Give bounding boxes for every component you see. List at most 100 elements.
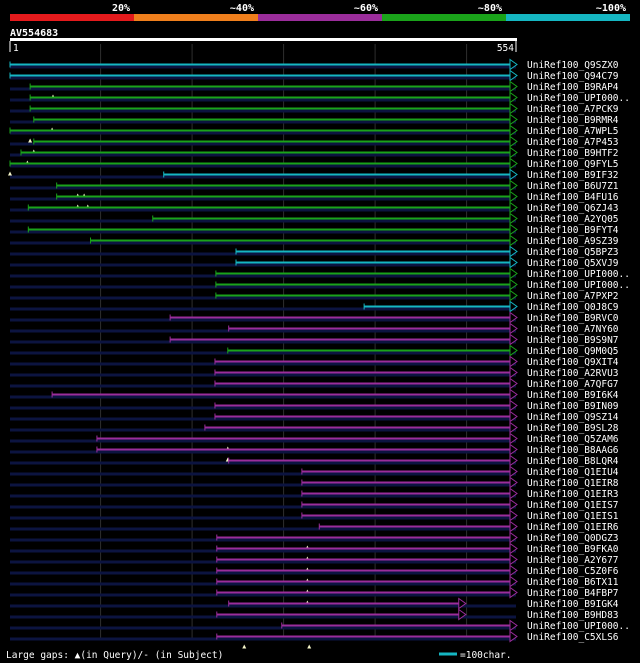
hit-label: UniRef100_Q5ZAM6 bbox=[527, 434, 619, 445]
hit-end-arrow bbox=[509, 564, 518, 577]
hit-label: UniRef100_UPI000.. bbox=[527, 269, 630, 280]
hit-label: UniRef100_B9HD83 bbox=[527, 610, 619, 621]
hit-label: UniRef100_B4FBP7 bbox=[527, 588, 619, 599]
hit-end-arrow bbox=[509, 179, 518, 192]
hit-end-arrow bbox=[509, 113, 518, 126]
hit-row: UniRef100_A2RVU3 bbox=[10, 366, 619, 379]
hit-end-arrow bbox=[509, 344, 518, 357]
hit-end-arrow bbox=[509, 520, 518, 533]
hit-end-arrow bbox=[509, 630, 518, 643]
hit-row: UniRef100_A2YQ05 bbox=[10, 212, 619, 225]
hit-label: UniRef100_A2YQ05 bbox=[527, 214, 619, 225]
hit-row: UniRef100_B9HTF2 bbox=[10, 146, 619, 165]
hit-row: UniRef100_B9IGK4 bbox=[10, 597, 619, 610]
hit-label: UniRef100_C5XLS6 bbox=[527, 632, 619, 643]
hit-row: UniRef100_Q9M0Q5 bbox=[10, 344, 619, 357]
hit-row: UniRef100_C5XLS6 bbox=[10, 630, 619, 649]
hit-label: UniRef100_B9RMR4 bbox=[527, 115, 619, 126]
hit-row: UniRef100_B6TX11 bbox=[10, 575, 619, 594]
hit-end-arrow bbox=[509, 454, 518, 467]
scale-segment-1 bbox=[10, 14, 134, 21]
hit-row: UniRef100_UPI000.. bbox=[10, 278, 630, 291]
hit-row: UniRef100_Q9SZ14 bbox=[10, 410, 619, 423]
scale-label-5: ~100% bbox=[596, 3, 626, 14]
hit-end-arrow bbox=[509, 289, 518, 302]
hit-row: UniRef100_Q1EIU4 bbox=[10, 465, 619, 478]
hit-row: UniRef100_A7P453 bbox=[10, 135, 619, 154]
hit-end-arrow bbox=[509, 124, 518, 137]
hit-end-arrow bbox=[509, 531, 518, 544]
hit-label: UniRef100_Q1EIR6 bbox=[527, 522, 619, 533]
scale-label-1: 20% bbox=[112, 3, 130, 14]
hit-label: UniRef100_B9IGK4 bbox=[527, 599, 619, 610]
hit-label: UniRef100_Q1EIU4 bbox=[527, 467, 619, 478]
hit-end-arrow bbox=[509, 322, 518, 335]
hit-end-arrow bbox=[509, 421, 518, 434]
hit-label: UniRef100_Q5XVJ9 bbox=[527, 258, 619, 269]
hit-row: UniRef100_A2Y677 bbox=[10, 553, 619, 572]
hit-end-arrow bbox=[458, 597, 467, 610]
hit-label: UniRef100_B9FYT4 bbox=[527, 225, 619, 236]
hit-row: UniRef100_B9FYT4 bbox=[10, 223, 619, 236]
hit-row: UniRef100_UPI000.. bbox=[10, 91, 630, 104]
hit-label: UniRef100_A7QFG7 bbox=[527, 379, 619, 390]
scale-label-2: ~40% bbox=[230, 3, 254, 14]
hit-label: UniRef100_B9HTF2 bbox=[527, 148, 619, 159]
hit-row: UniRef100_Q1EIS1 bbox=[10, 509, 619, 522]
hit-end-arrow bbox=[509, 311, 518, 324]
hit-row: UniRef100_A7PCK9 bbox=[10, 102, 619, 115]
scale-segment-3 bbox=[258, 14, 382, 21]
hit-end-arrow bbox=[509, 355, 518, 368]
hit-end-arrow bbox=[509, 102, 518, 115]
hit-end-arrow bbox=[509, 333, 518, 346]
hit-row: UniRef100_Q94C79 bbox=[9, 69, 619, 82]
scale-label-4: ~80% bbox=[478, 3, 502, 14]
hit-row: UniRef100_A7WPL5 bbox=[9, 124, 619, 143]
hit-label: UniRef100_Q9M0Q5 bbox=[527, 346, 619, 357]
hit-label: UniRef100_A9SZ39 bbox=[527, 236, 619, 247]
query-id: AV554683 bbox=[10, 28, 58, 39]
hit-row: UniRef100_A7PXP2 bbox=[10, 289, 619, 302]
hit-end-arrow bbox=[509, 366, 518, 379]
hit-end-arrow bbox=[509, 498, 518, 511]
hit-label: UniRef100_Q1EIS7 bbox=[527, 500, 619, 511]
hit-end-arrow bbox=[509, 278, 518, 291]
scale-segment-5 bbox=[506, 14, 630, 21]
gap-marker bbox=[307, 644, 312, 649]
gap-marker bbox=[242, 644, 247, 649]
hit-row: UniRef100_Q9SZX0 bbox=[9, 58, 619, 71]
hit-row: UniRef100_Q0DGZ3 bbox=[10, 531, 619, 550]
hit-end-arrow bbox=[509, 586, 518, 599]
hit-row: UniRef100_Q1EIR3 bbox=[10, 487, 619, 500]
hit-label: UniRef100_Q9SZX0 bbox=[527, 60, 619, 71]
hit-row: UniRef100_Q0J8C9 bbox=[10, 300, 619, 313]
hit-row: UniRef100_Q9XIT4 bbox=[10, 355, 619, 368]
hit-row: UniRef100_B9FKA0 bbox=[10, 542, 619, 561]
hit-end-arrow bbox=[509, 234, 518, 247]
hit-end-arrow bbox=[509, 399, 518, 412]
hit-row: UniRef100_B4FBP7 bbox=[10, 586, 619, 605]
hit-row: UniRef100_B9S9N7 bbox=[10, 333, 619, 346]
hit-label: UniRef100_B8AAG6 bbox=[527, 445, 619, 456]
query-bar bbox=[10, 38, 517, 41]
hit-label: UniRef100_Q0DGZ3 bbox=[527, 533, 619, 544]
hit-label: UniRef100_B6U7Z1 bbox=[527, 181, 619, 192]
hit-label: UniRef100_B9I6K4 bbox=[527, 390, 619, 401]
scale-segment-4 bbox=[382, 14, 506, 21]
hit-end-arrow bbox=[509, 91, 518, 104]
hit-end-arrow bbox=[509, 465, 518, 478]
axis-start-label: 1 bbox=[13, 43, 19, 54]
hit-end-arrow bbox=[509, 223, 518, 236]
axis-end-label: 554 bbox=[497, 43, 514, 54]
hit-end-arrow bbox=[509, 388, 518, 401]
hit-end-arrow bbox=[509, 619, 518, 632]
hit-label: UniRef100_UPI000.. bbox=[527, 621, 630, 632]
hit-row: UniRef100_UPI000.. bbox=[10, 267, 630, 280]
hit-end-arrow bbox=[509, 146, 518, 159]
hit-end-arrow bbox=[509, 212, 518, 225]
hit-row: UniRef100_Q9FYL5 bbox=[8, 157, 619, 176]
hit-row: UniRef100_Q1EIS7 bbox=[10, 498, 619, 511]
scale-segment-2 bbox=[134, 14, 258, 21]
hit-label: UniRef100_Q9XIT4 bbox=[527, 357, 619, 368]
hit-end-arrow bbox=[509, 300, 518, 313]
